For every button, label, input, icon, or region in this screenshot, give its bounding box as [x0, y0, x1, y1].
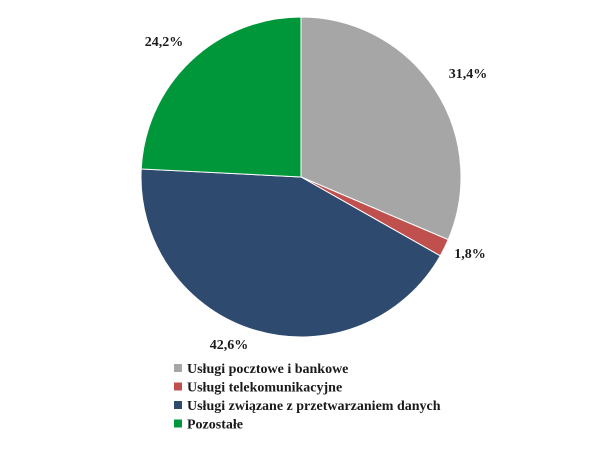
- legend-label-3: Usługi związane z przetwarzaniem danych: [187, 399, 441, 414]
- legend-label-1: Usługi pocztowe i bankowe: [187, 362, 348, 377]
- legend: Usługi pocztowe i bankowe Usługi telekomu…: [174, 362, 441, 433]
- pie-slice-3: [140, 168, 441, 338]
- legend-label-4: Pozostałe: [187, 418, 243, 433]
- pie-slices: [140, 16, 462, 338]
- legend-swatch-3: [174, 401, 182, 409]
- data-label-2: 1,8%: [454, 247, 486, 262]
- legend-swatch-2: [174, 382, 182, 391]
- data-label-1: 31,4%: [449, 67, 488, 82]
- legend-swatch-1: [174, 364, 182, 372]
- data-label-4: 24,2%: [145, 35, 184, 50]
- pie-slice-1: [300, 16, 462, 241]
- data-labels: 31,4% 1,8% 42,6% 24,2%: [145, 35, 488, 353]
- legend-label-2: Usługi telekomunikacyjne: [187, 381, 342, 396]
- pie-slice-4: [140, 16, 302, 178]
- legend-swatch-4: [174, 419, 182, 428]
- data-label-3: 42,6%: [210, 338, 249, 353]
